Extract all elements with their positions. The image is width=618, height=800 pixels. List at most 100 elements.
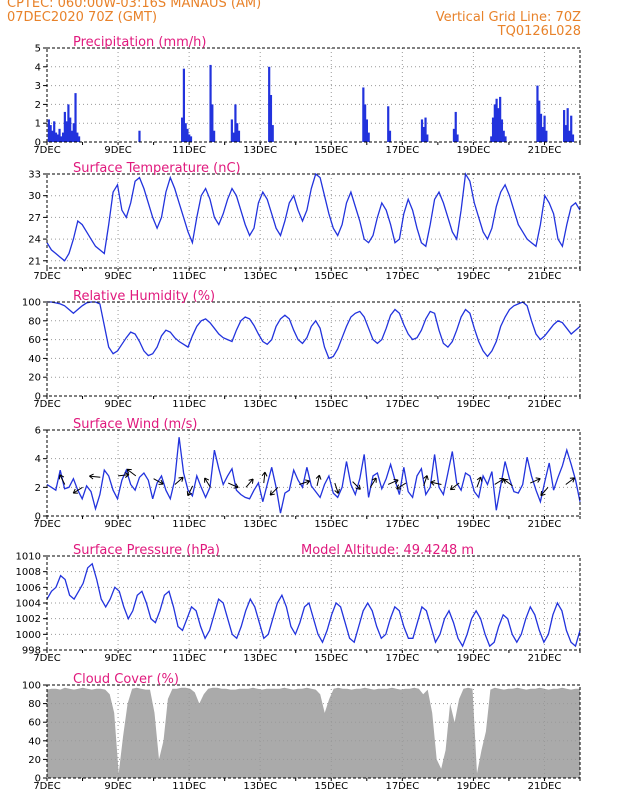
panel-1-precip-bar: [545, 130, 548, 142]
panel-1-precip-bar: [538, 100, 541, 142]
panel-4-xtick-label: 13DEC: [243, 519, 277, 530]
panel-5-annotation: Model Altitude: 49.4248 m: [301, 543, 474, 558]
panel-1-xtick-label: 19DEC: [457, 145, 491, 156]
panel-2-xtick-label: 13DEC: [243, 271, 277, 282]
panel-5-xtick-label: 7DEC: [33, 653, 60, 664]
panel-1-precip-bar: [571, 134, 575, 142]
panel-4-wind-arrow: [565, 477, 576, 485]
panel-1-precip-bar: [539, 113, 543, 142]
panel-1-precip-bar: [504, 136, 507, 142]
panel-4-ytick-label: 0: [35, 512, 41, 523]
panel-1-precip-bar: [67, 104, 70, 142]
panel-5-ytick-label: 1006: [16, 583, 41, 594]
panel-4-wind-arrow: [153, 478, 164, 485]
panel-4-xtick-label: 9DEC: [104, 519, 131, 530]
panel-1-precip-bar: [56, 134, 59, 142]
panel-4-xtick-label: 11DEC: [172, 519, 206, 530]
panel-4-ytick-label: 2: [35, 483, 41, 494]
panel-4-wind-arrow: [494, 478, 505, 485]
panel-1-precip-bar: [495, 98, 498, 142]
panel-5-xtick-label: 21DEC: [528, 653, 562, 664]
panel-1-xtick-label: 15DEC: [314, 145, 348, 156]
panel-4-wind-arrow: [449, 482, 460, 491]
panel-1-precip-bar: [188, 134, 191, 142]
panel-4-wind-arrow: [334, 482, 340, 494]
panel-4-wind-arrow: [430, 480, 442, 486]
panel-1-precip-bar: [543, 115, 546, 142]
panel-6-xtick-label: 17DEC: [385, 781, 419, 792]
panel-1-precip-bar: [541, 126, 544, 142]
panel-4-xtick-label: 21DEC: [528, 519, 562, 530]
panel-5-frame: [46, 555, 581, 651]
panel-5-xtick-label: 17DEC: [385, 653, 419, 664]
panel-1-precip-bar: [422, 126, 425, 142]
panel-4-wind-arrow: [89, 473, 101, 480]
panel-1-precip-bar: [63, 111, 66, 142]
panel-1-precip-bar: [364, 104, 367, 142]
panel-1-precip-bar: [367, 132, 370, 142]
panel-4-ytick-label: 4: [35, 454, 41, 465]
panel-5-series-line: [46, 562, 581, 648]
panel-1-precip-bar: [456, 134, 459, 142]
panel-4-wind-arrow: [126, 468, 137, 477]
panel-1-precip-bar: [271, 125, 274, 142]
panel-6-frame: [46, 684, 581, 779]
panel-1-precip-bar: [65, 121, 68, 142]
panel-1-precip-bar: [499, 96, 502, 142]
panel-3-xtick-label: 11DEC: [172, 399, 206, 410]
panel-1-xtick-label: 13DEC: [243, 145, 277, 156]
panel-4-wind-arrow: [186, 485, 194, 497]
panel-6-ytick-label: 60: [28, 718, 41, 729]
panel-4-wind-arrow: [530, 477, 541, 484]
panel-1-ytick-label: 3: [35, 81, 41, 92]
panel-1-precip-bar: [54, 132, 58, 142]
panel-1-precip-bar: [77, 136, 81, 142]
panel-4-xtick-label: 19DEC: [457, 519, 491, 530]
panel-5-ytick-label: 1002: [16, 614, 41, 625]
panel-2-ytick-label: 24: [28, 235, 41, 246]
panel-1-precip-bar: [268, 66, 271, 142]
panel-1-precip-bar: [365, 119, 368, 142]
panel-6-xtick-label: 19DEC: [457, 781, 491, 792]
panel-1-precip-bar: [60, 136, 63, 142]
panel-3-xtick-label: 9DEC: [104, 399, 131, 410]
panel-1-precip-bar: [387, 106, 390, 142]
panel-1-precip-bar: [388, 130, 392, 142]
panel-3-xtick-label: 19DEC: [457, 399, 491, 410]
panel-1-precip-bar: [49, 125, 52, 142]
panel-3-series-line: [47, 301, 581, 360]
panel-1-xtick-label: 21DEC: [528, 145, 562, 156]
panel-6-xtick-label: 13DEC: [243, 781, 277, 792]
panel-4-ytick-label: 6: [35, 426, 41, 437]
panel-2-frame: [46, 173, 581, 269]
panel-2-xtick-label: 7DEC: [33, 271, 60, 282]
panel-6-cloud-area: [47, 687, 580, 778]
panel-3-ytick-label: 100: [22, 298, 41, 309]
panel-4-wind-arrow: [503, 478, 513, 487]
panel-1-frame: [46, 47, 581, 143]
panel-5-xtick-label: 15DEC: [314, 653, 348, 664]
panel-2-ytick-label: 30: [28, 191, 41, 202]
panel-1-precip-bar: [491, 117, 495, 142]
panel-1-precip-bar: [493, 104, 496, 142]
panel-5-title: Surface Pressure (hPa): [73, 543, 220, 558]
panel-1-xtick-label: 17DEC: [385, 145, 419, 156]
panel-1-precip-bar: [362, 87, 365, 142]
panel-2-xtick-label: 15DEC: [314, 271, 348, 282]
panel-1-precip-bar: [424, 117, 427, 142]
panel-6-ytick-label: 40: [28, 736, 41, 747]
panel-1-precip-bar: [138, 130, 141, 142]
panel-3-ytick-label: 20: [28, 373, 41, 384]
panel-3-ytick-label: 80: [28, 316, 41, 327]
header-line2-left: 07DEC2020 70Z (GMT): [7, 10, 158, 25]
panel-1-precip-bar: [47, 119, 50, 142]
panel-1-precip-bar: [230, 119, 233, 142]
panel-4-xtick-label: 7DEC: [33, 519, 60, 530]
panel-5-xtick-label: 19DEC: [457, 653, 491, 664]
panel-1-precip-bar: [426, 134, 429, 142]
panel-1-ytick-label: 0: [35, 138, 41, 149]
panel-1-precip-bar: [570, 115, 573, 142]
header-line1-right: Vertical Grid Line: 70Z: [435, 10, 581, 25]
panel-1-precip-bar: [452, 128, 456, 142]
panel-2-xtick-label: 21DEC: [528, 271, 562, 282]
